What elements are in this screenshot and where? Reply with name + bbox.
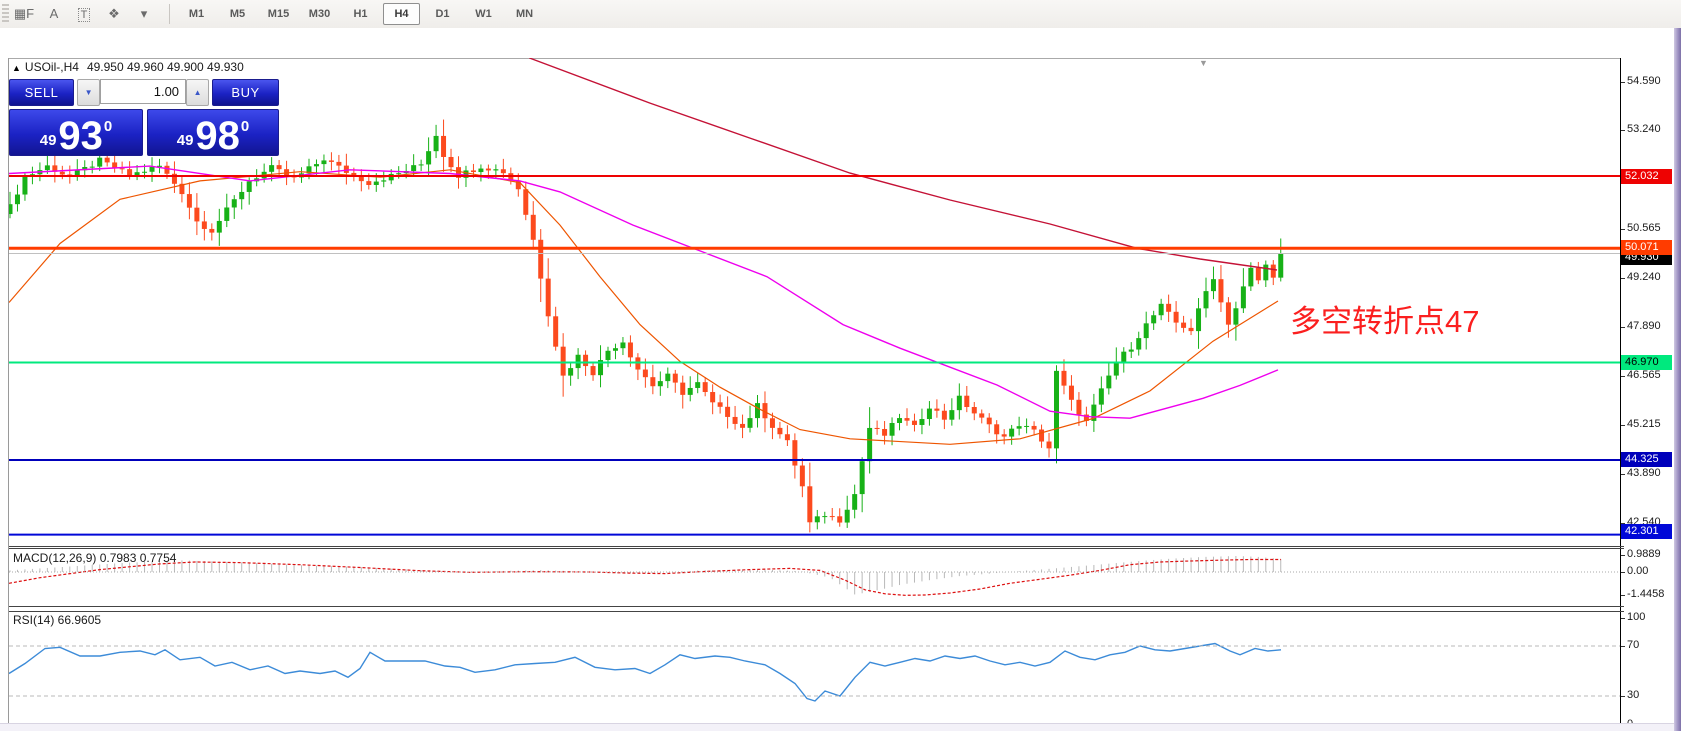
price-axis-tick: 54.590 xyxy=(1627,75,1661,87)
price-axis-tick: 45.215 xyxy=(1627,418,1661,430)
sell-price-big: 93 xyxy=(58,114,103,158)
chart-shift-marker-icon[interactable]: ▼ xyxy=(1199,58,1208,68)
toolbar-grip[interactable] xyxy=(2,4,9,24)
buy-price-prefix: 49 xyxy=(176,132,194,149)
sell-price-sup: 0 xyxy=(103,118,113,135)
macd-axis-tick: -1.4458 xyxy=(1627,588,1665,600)
buy-price-big: 98 xyxy=(195,114,240,158)
timeframe-button-m30[interactable]: M30 xyxy=(308,8,331,20)
sell-button[interactable]: SELL xyxy=(9,79,75,106)
chart-title: ▲ USOil-,H4 49.950 49.960 49.900 49.930 xyxy=(12,60,244,74)
trend-annotation-text: 多空转折点47 xyxy=(1290,304,1480,339)
macd-axis-tick: 0.9889 xyxy=(1627,548,1661,560)
text-label-tool-icon[interactable]: T xyxy=(71,3,97,27)
toolbar-separator xyxy=(169,4,170,24)
rsi-indicator-label: RSI(14) 66.9605 xyxy=(13,613,102,627)
rsi-axis-tick: 30 xyxy=(1627,689,1640,701)
price-axis-tick: 43.890 xyxy=(1627,467,1661,479)
price-axis-tick: 50.565 xyxy=(1627,222,1661,234)
symbol-period-label: USOil-,H4 xyxy=(24,60,79,74)
timeframe-button-m5[interactable]: M5 xyxy=(229,8,246,20)
price-axis-tick: 49.240 xyxy=(1627,271,1661,283)
price-axis-tick: 47.890 xyxy=(1627,320,1661,332)
collapse-triangle-icon[interactable]: ▲ xyxy=(12,63,21,73)
volume-decrease-button[interactable]: ▼ xyxy=(77,79,101,106)
one-click-trading-panel: SELL ▼ ▲ BUY 49 93 0 49 98 0 xyxy=(9,79,279,156)
window-bottom-edge xyxy=(0,723,1681,731)
buy-price-button[interactable]: 49 98 0 xyxy=(147,109,279,156)
rsi-axis-tick: 100 xyxy=(1627,611,1646,623)
timeframe-button-d1[interactable]: D1 xyxy=(435,8,450,20)
price-axis-tick: 53.240 xyxy=(1627,123,1661,135)
price-level-label: 50.071 xyxy=(1621,240,1672,255)
price-level-label: 46.970 xyxy=(1621,355,1672,370)
volume-increase-button[interactable]: ▲ xyxy=(186,79,210,106)
ohlc-quote-label: 49.950 49.960 49.900 49.930 xyxy=(86,60,244,74)
timeframe-button-w1[interactable]: W1 xyxy=(475,8,492,20)
chart-canvas xyxy=(8,58,1625,731)
toolbar: ▦F A T ❖ ▾ M1 M5 M15 M30 H1 H4 D1 W1 MN xyxy=(0,0,1681,29)
window-right-edge xyxy=(1674,28,1681,731)
timeframe-button-m1[interactable]: M1 xyxy=(188,8,205,20)
shapes-tool-icon[interactable]: ❖ xyxy=(108,5,120,21)
sell-price-prefix: 49 xyxy=(39,132,57,149)
price-level-label: 42.301 xyxy=(1621,524,1672,539)
macd-indicator-label: MACD(12,26,9) 0.7983 0.7754 xyxy=(13,551,177,565)
rsi-axis-tick: 70 xyxy=(1627,639,1640,651)
sell-price-button[interactable]: 49 93 0 xyxy=(9,109,143,156)
volume-input[interactable] xyxy=(100,79,187,104)
arrow-tool-icon[interactable]: A xyxy=(49,5,59,21)
timeframe-button-h4[interactable]: H4 xyxy=(383,3,420,25)
timeframe-button-m15[interactable]: M15 xyxy=(267,8,290,20)
price-axis-tick: 46.565 xyxy=(1627,369,1661,381)
buy-price-sup: 0 xyxy=(240,118,250,135)
macd-axis-tick: 0.00 xyxy=(1627,565,1649,577)
buy-button[interactable]: BUY xyxy=(212,79,279,106)
chart-area[interactable]: ▲ USOil-,H4 49.950 49.960 49.900 49.930 ▼ … xyxy=(0,28,1681,731)
price-level-label: 52.032 xyxy=(1621,169,1672,184)
timeframe-button-mn[interactable]: MN xyxy=(515,8,534,20)
indicators-grid-icon[interactable]: ▦F xyxy=(13,5,35,21)
timeframe-button-h1[interactable]: H1 xyxy=(353,8,368,20)
dropdown-arrow-icon[interactable]: ▾ xyxy=(140,5,148,21)
price-level-label: 44.325 xyxy=(1621,452,1672,467)
